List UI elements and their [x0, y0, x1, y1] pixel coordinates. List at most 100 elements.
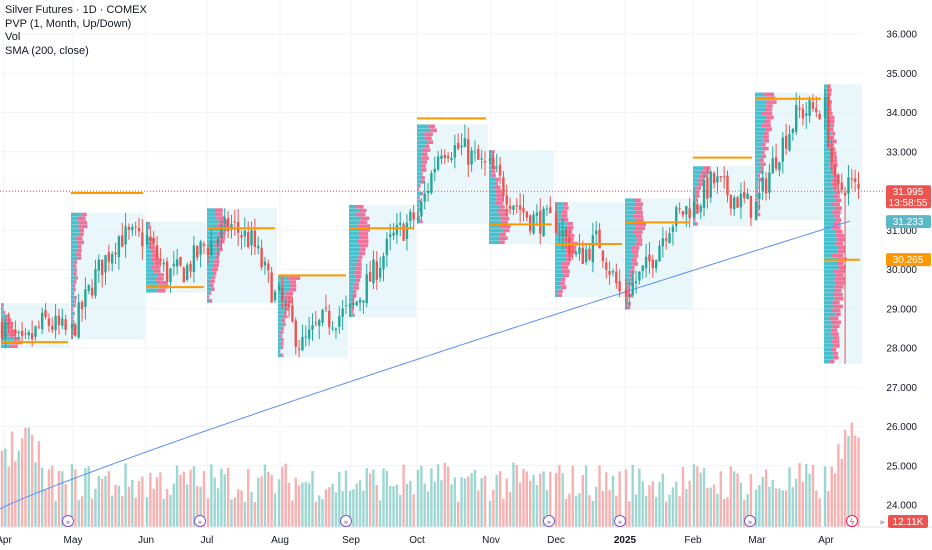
profile-row-up [824, 285, 835, 289]
profile-row-up [824, 115, 830, 120]
profile-row-down [829, 115, 835, 120]
profile-row-up [824, 135, 830, 140]
profile-row-down [422, 148, 431, 152]
profile-row-down [74, 260, 77, 264]
price-axis[interactable]: 36.00035.00034.00033.00032.00031.00030.0… [886, 30, 917, 512]
profile-row-up [349, 278, 357, 283]
profile-row-up [755, 173, 758, 178]
profile-row-up [146, 249, 152, 254]
volume-bar [488, 500, 492, 527]
profile-row-down [72, 307, 74, 312]
volume-bar [328, 487, 331, 527]
profile-row-up [755, 189, 757, 194]
volume-bar [641, 481, 644, 527]
candle-body [508, 205, 512, 209]
profile-row-up [824, 269, 834, 273]
volume-bar [179, 474, 182, 527]
time-axis[interactable]: Apr May Jun Jul Aug Sep Oct Nov Dec 2025 Feb Mar Apr [0, 526, 932, 546]
candle-body [549, 207, 552, 214]
profile-row-up [207, 231, 218, 236]
volume-bar [692, 464, 696, 527]
pvp-indicator-label[interactable]: PVP (1, Month, Up/Down) [5, 17, 132, 30]
volume-bar [542, 471, 545, 527]
profile-row-up [625, 206, 634, 211]
profile-row-up [207, 267, 212, 272]
candle-body [470, 150, 473, 165]
candle-body [80, 301, 84, 310]
volume-bar [281, 467, 284, 527]
candle-body [334, 328, 338, 331]
volume-bar [492, 489, 495, 527]
event-markers[interactable]: » » » » » » ϟ » [62, 515, 885, 529]
profile-row-up [278, 322, 284, 327]
volume-bar [561, 473, 564, 527]
profile-row-down [280, 341, 284, 346]
candle-body [480, 158, 483, 160]
volume-bar [433, 481, 436, 527]
candle-body [675, 207, 678, 227]
profile-row-up [71, 311, 74, 316]
profile-row-down [838, 245, 846, 250]
profile-row-down [759, 158, 764, 163]
sma-line [0, 220, 851, 510]
profile-row-down [497, 209, 509, 213]
profile-row-up [555, 253, 566, 258]
profile-row-up [555, 222, 567, 226]
profile-row-down [830, 308, 841, 313]
profile-row-up [207, 216, 217, 220]
profile-row-down [566, 222, 573, 226]
candle-body [768, 172, 771, 193]
profile-row-down [215, 255, 220, 260]
candle-body [247, 232, 250, 248]
profile-row-up [207, 255, 216, 260]
profile-row-down [695, 198, 698, 202]
candle-body [287, 304, 291, 307]
profile-row-down [356, 266, 362, 271]
profile-row-up [824, 218, 836, 222]
candle-body [746, 193, 749, 199]
profile-row-down [836, 237, 845, 242]
profile-row-up [146, 265, 152, 269]
candle-body [311, 325, 314, 330]
profile-row-up [755, 185, 758, 190]
candle-body [362, 300, 365, 303]
profile-row-up [555, 265, 562, 270]
volume-bar [87, 466, 90, 527]
candle-body [202, 244, 206, 246]
profile-row-down [359, 220, 368, 225]
candle-body [20, 330, 24, 336]
candle-body [558, 233, 561, 235]
profile-row-up [755, 115, 767, 120]
profile-row-down [832, 139, 837, 144]
candle-body [446, 155, 450, 159]
candle-body [399, 222, 402, 225]
profile-row-up [349, 255, 359, 259]
profile-row-down [78, 224, 88, 229]
profile-row-down [216, 216, 225, 220]
profile-row-down [422, 152, 428, 156]
profile-row-up [555, 257, 567, 262]
sma-indicator-label[interactable]: SMA (200, close) [5, 44, 89, 57]
profile-row-down [703, 166, 711, 170]
candle-body [318, 320, 321, 326]
volume-bar [853, 435, 857, 527]
profile-row-down [834, 277, 845, 281]
candle-body [571, 251, 574, 253]
profile-row-up [417, 176, 422, 180]
profile-row-down [424, 132, 433, 137]
volume-bar [595, 486, 598, 527]
volume-indicator-label[interactable]: Vol [5, 31, 21, 43]
profile-row-up [489, 161, 493, 166]
profile-row-down [499, 212, 509, 217]
candle-body [111, 254, 114, 264]
profile-row-up [207, 235, 219, 240]
current-price-tag-text: 13:58:55 [889, 198, 928, 209]
volume-bar [378, 500, 382, 527]
event-glyph: » [748, 518, 753, 527]
profile-row-down [215, 212, 223, 216]
candle-body [840, 182, 843, 191]
profile-row-up [824, 300, 833, 305]
symbol-title[interactable]: Silver Futures · 1D · COMEX [5, 4, 147, 16]
profile-row-down [283, 322, 286, 327]
